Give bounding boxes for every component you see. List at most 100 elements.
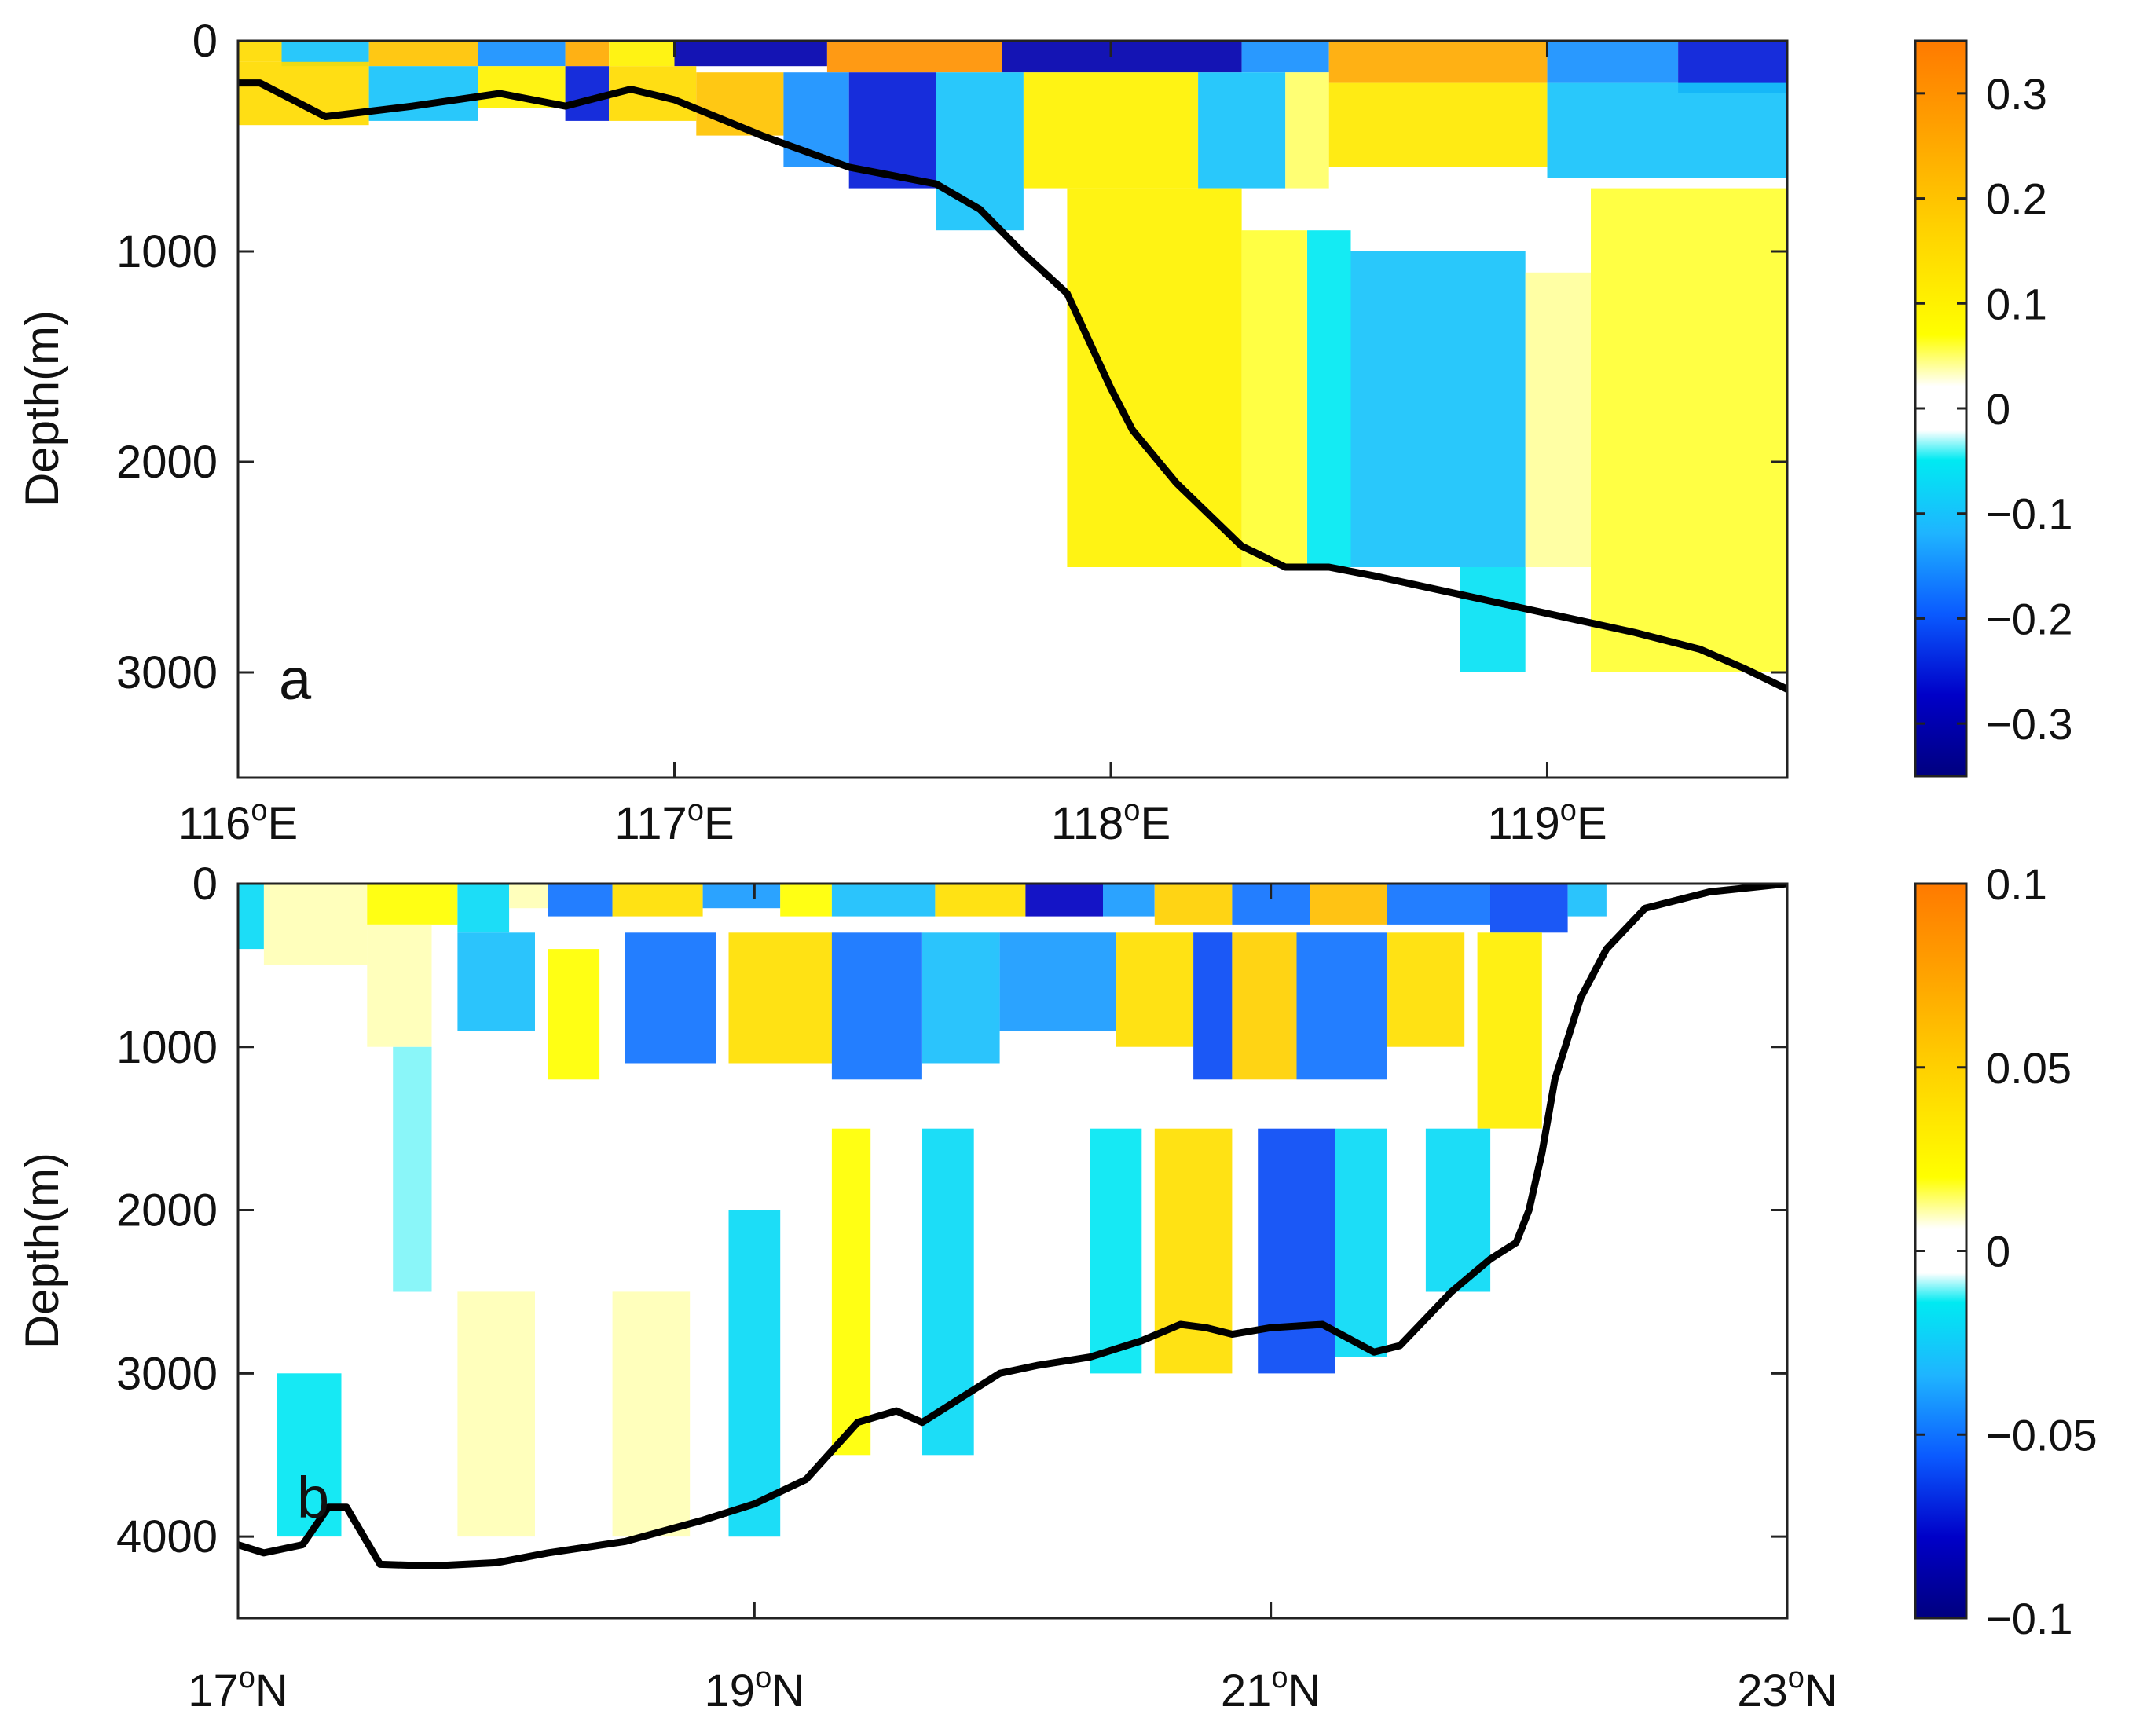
heatmap-cell (625, 932, 716, 1064)
heatmap-cell (1116, 932, 1194, 1047)
heatmap-cell (1591, 188, 1787, 673)
heatmap-cell (612, 884, 703, 917)
heatmap-cell (457, 884, 510, 933)
heatmap-cell (783, 72, 849, 167)
y-tick-label: 0 (192, 16, 218, 67)
heatmap-cell (1460, 567, 1526, 672)
heatmap-cell (674, 41, 827, 67)
heatmap-cell (1525, 272, 1591, 567)
panel-a-colorbar-ticks: 0.3 0.2 0.1 0 −0.1 −0.2 −0.3 (1915, 69, 2073, 749)
x-tick-label: 119oE (1487, 794, 1607, 849)
heatmap-cell (999, 932, 1116, 1031)
panel-a-ylabel: Depth(m) (16, 310, 68, 507)
heatmap-cell (367, 884, 458, 925)
heatmap-cell (1154, 884, 1233, 925)
colorbar-tick-label: 0.1 (1986, 859, 2047, 909)
heatmap-cell (1025, 884, 1103, 917)
heatmap-cell (1547, 41, 1679, 83)
y-tick-label: 2000 (116, 1185, 218, 1236)
panel-a-letter: a (279, 646, 312, 712)
panel-b-y-ticks: 0 1000 2000 3000 4000 (116, 859, 1787, 1562)
colorbar-tick-label: 0 (1986, 384, 2010, 434)
heatmap-cell (1241, 230, 1307, 567)
heatmap-cell (1387, 884, 1491, 925)
heatmap-cell (509, 884, 548, 909)
x-tick-label: 19oN (705, 1661, 805, 1716)
heatmap-cell (922, 932, 1000, 1064)
x-tick-label: 117oE (614, 794, 734, 849)
heatmap-cell (1241, 41, 1329, 73)
heatmap-cell (831, 1128, 871, 1456)
heatmap-cell (263, 884, 368, 965)
heatmap-cell (702, 884, 781, 909)
heatmap-cell (1193, 932, 1233, 1080)
heatmap-cell (1328, 41, 1548, 83)
colorbar-tick-label: −0.2 (1986, 594, 2073, 643)
heatmap-cell (831, 932, 922, 1080)
heatmap-cell (1154, 1128, 1233, 1374)
colorbar-tick-label: −0.1 (1986, 489, 2073, 539)
colorbar-tick-label: 0.2 (1986, 174, 2047, 224)
heatmap-cell (238, 884, 264, 950)
heatmap-cell (831, 884, 936, 917)
heatmap-cell (936, 72, 1024, 231)
heatmap-cell (1002, 41, 1242, 73)
y-tick-label: 0 (192, 859, 218, 910)
heatmap-cell (548, 884, 613, 917)
x-tick-label: 23oN (1737, 1661, 1837, 1716)
colorbar-tick-label: 0 (1986, 1227, 2010, 1276)
panel-b-axes-frame (236, 882, 1789, 1620)
heatmap-cell (368, 41, 478, 67)
heatmap-cell (1307, 230, 1351, 567)
colorbar-tick-label: −0.1 (1986, 1594, 2073, 1643)
heatmap-cell (1103, 884, 1155, 917)
panel-a: 0 1000 2000 3000 116oE 117oE 118oE 119oE Depth… (16, 16, 2073, 849)
panel-b-x-ticks: 17oN 19oN 21oN 23oN (188, 884, 1837, 1716)
panel-a-x-ticks: 116oE 117oE 118oE 119oE (178, 41, 1607, 849)
x-tick-label: 118oE (1051, 794, 1171, 849)
heatmap-cell (1567, 884, 1607, 917)
y-tick-label: 3000 (116, 647, 218, 698)
panel-b-bathymetry-line (238, 884, 1787, 1569)
heatmap-cell (367, 924, 432, 1047)
heatmap-cell (1198, 72, 1286, 189)
heatmap-cell (780, 884, 832, 917)
x-tick-label: 116oE (178, 794, 298, 849)
heatmap-cell (1285, 72, 1329, 189)
heatmap-cell (478, 41, 566, 67)
heatmap-cell (457, 932, 535, 1031)
heatmap-cell (1067, 188, 1242, 567)
panel-a-y-ticks: 0 1000 2000 3000 (116, 16, 1787, 698)
heatmap-cell (1328, 82, 1548, 167)
colorbar-tick-label: 0.1 (1986, 279, 2047, 328)
colorbar-tick-label: 0.05 (1986, 1043, 2072, 1093)
heatmap-cell (935, 884, 1026, 917)
panel-b-letter: b (297, 1465, 329, 1530)
heatmap-cell (1477, 932, 1542, 1129)
colorbar-tick-label: 0.3 (1986, 69, 2047, 119)
heatmap-cell (238, 41, 282, 62)
y-tick-label: 3000 (116, 1348, 218, 1399)
heatmap-cell (728, 1210, 781, 1537)
heatmap-cell (565, 41, 610, 67)
heatmap-cell (1258, 1128, 1335, 1374)
colorbar-tick-label: −0.05 (1986, 1410, 2098, 1459)
heatmap-cell (1490, 884, 1568, 933)
y-tick-label: 1000 (116, 226, 218, 277)
heatmap-cell (393, 1046, 432, 1292)
heatmap-cell (1023, 72, 1199, 189)
panel-b-ylabel: Depth(m) (16, 1152, 68, 1349)
heatmap-cell (826, 41, 1002, 73)
heatmap-cell (609, 41, 675, 67)
panel-a-bathymetry-line (238, 79, 1787, 693)
heatmap-cell (1350, 251, 1526, 567)
panel-a-axes-frame (236, 39, 1789, 779)
heatmap-cell (612, 1291, 691, 1537)
heatmap-cell (1335, 1128, 1387, 1357)
heatmap-cell (1296, 932, 1387, 1080)
panel-b-colorbar-ticks: 0.1 0.05 0 −0.05 −0.1 (1915, 859, 2098, 1643)
panel-b-heatmap (238, 884, 1607, 1537)
heatmap-cell (1310, 884, 1387, 925)
heatmap-cell (1387, 932, 1465, 1047)
